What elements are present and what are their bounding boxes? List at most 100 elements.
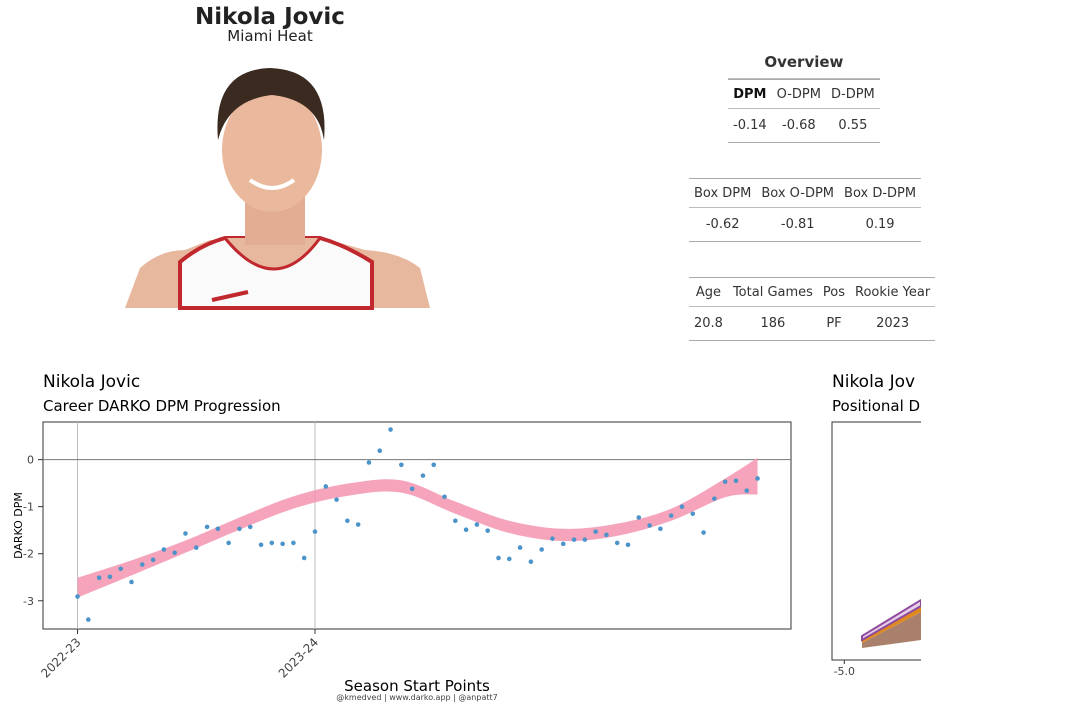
column-header: D-DPM [826,79,880,109]
data-point [636,515,642,520]
x-tick-label: 2022-23 [38,635,83,680]
chart-title: Nikola Jovic [43,372,140,392]
data-point [258,542,264,548]
data-point [140,562,145,567]
data-point [129,579,134,585]
data-point [86,617,91,622]
data-point [226,540,231,546]
positional-chart-area [831,421,921,661]
column-header: Total Games [727,277,818,307]
data-point [345,518,350,524]
data-point [658,526,663,532]
y-axis-label: DARKO DPM [12,492,25,559]
data-point [431,462,437,468]
data-row: 20.8 186 PF 2023 [689,307,935,341]
data-point [409,486,415,492]
stats-table: Age Total Games Pos Rookie Year 20.8 186 PF 202… [689,277,936,341]
data-point [744,488,750,493]
chart-title: Nikola Jov [832,372,915,392]
data-row: -0.62 -0.81 0.19 [689,208,921,242]
data-point [571,537,577,542]
data-point [193,545,199,550]
data-point [539,547,544,552]
header-row: Age Total Games Pos Rookie Year [689,277,936,307]
data-point [377,448,383,453]
player-team: Miami Heat [227,27,313,45]
data-point [388,427,393,432]
cell: -0.14 [733,118,767,133]
data-point [625,542,631,548]
data-point [237,526,242,532]
trend-band [77,457,758,598]
stats-table: Box DPM Box O-DPM Box D-DPM -0.62 -0.81 0.19 [689,178,922,242]
cell: 0.55 [838,118,868,133]
data-point [323,484,329,489]
cell: PF [826,316,842,331]
data-point [247,524,253,530]
table-title: Overview [728,47,880,79]
header-row: DPM O-DPM D-DPM [728,79,880,109]
data-point [420,473,426,478]
data-point [453,518,458,524]
data-point [582,537,588,542]
data-point [604,532,609,538]
data-point [593,529,598,534]
cell: 0.19 [865,217,895,232]
column-header: Box D-DPM [839,178,922,208]
data-point [755,476,760,481]
data-point [474,522,480,527]
data-point [722,479,728,485]
data-point [301,555,307,561]
data-point [668,513,674,518]
chart-subtitle: Career DARKO DPM Progression [43,397,281,415]
data-point [183,531,188,536]
data-point [496,555,501,561]
data-point [75,594,80,599]
data-point [215,526,221,532]
player-name: Nikola Jovic [195,4,345,30]
column-header: Age [689,277,728,307]
y-tick-label: -2 [23,548,34,561]
column-header: Box O-DPM [756,178,840,208]
column-header: Rookie Year [850,277,936,307]
x-tick-label: 2023-24 [276,635,321,680]
data-point [172,550,177,556]
data-point [614,540,620,546]
cell: 2023 [876,316,910,331]
data-point [506,556,512,562]
data-point [355,522,361,527]
x-axis-label: Season Start Points [344,677,490,695]
data-point [269,540,275,546]
data-point [334,497,339,502]
data-point [701,530,706,535]
data-point [463,527,469,533]
data-point [312,529,318,534]
cell: 20.8 [694,316,723,331]
data-point [118,566,124,572]
data-point [107,574,113,580]
chart-subtitle: Positional D [832,397,920,415]
data-point [161,547,167,552]
data-point [679,504,685,509]
stats-table: Overview DPM O-DPM D-DPM -0.14 -0.68 0.55 [728,47,880,143]
data-point [647,523,652,528]
cell: -0.81 [780,217,815,232]
column-header: O-DPM [771,79,826,109]
y-tick-label: 0 [27,454,34,467]
data-point [733,478,739,484]
positional-chart: Nikola Jov Positional D -5.0 [832,372,920,678]
data-point [690,511,696,517]
x-tick-label: -5.0 [834,665,855,678]
data-point [712,496,717,501]
column-header: Pos [817,277,851,307]
player-photo [125,68,430,310]
plot-frame [42,421,792,630]
data-point [517,545,523,550]
data-point [560,541,566,547]
data-point [280,541,285,547]
cell: -0.62 [705,217,740,232]
cell: 186 [760,316,786,331]
data-point [150,557,156,563]
